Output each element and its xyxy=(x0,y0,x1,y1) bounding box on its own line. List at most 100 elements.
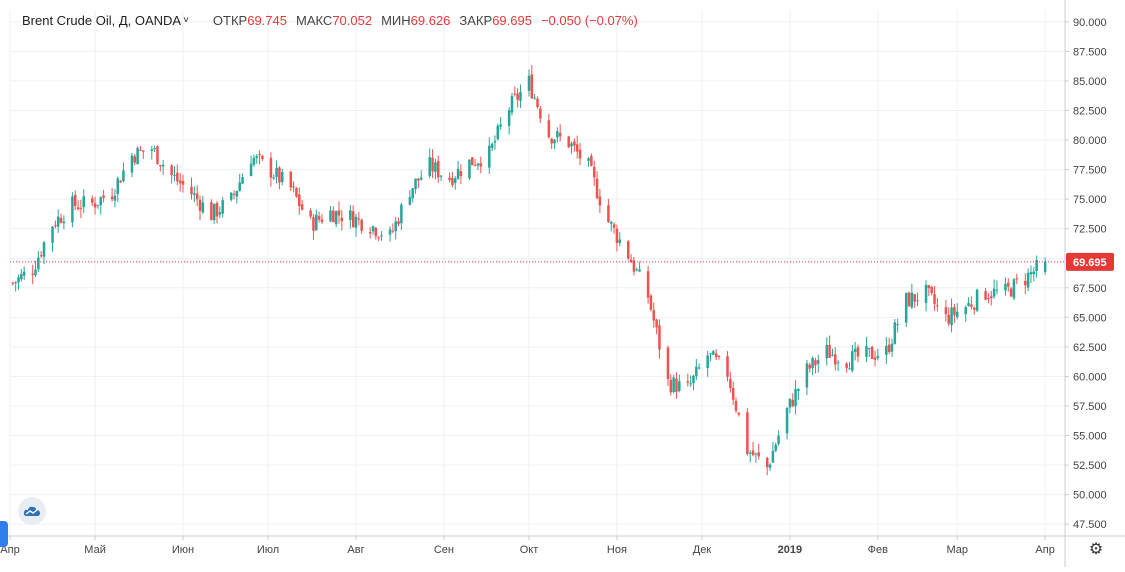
candle-body xyxy=(649,295,653,310)
candle-body xyxy=(139,149,142,151)
candle-body xyxy=(507,110,511,126)
candle-body xyxy=(1024,280,1027,286)
candle-body xyxy=(729,379,732,389)
chevron-down-icon[interactable]: ˅ xyxy=(183,15,189,26)
candle-body xyxy=(195,193,199,200)
side-panel-toggle[interactable] xyxy=(0,521,8,547)
open-label: ОТКР xyxy=(212,13,248,28)
candle-body xyxy=(116,178,120,195)
candle-body xyxy=(298,194,301,206)
candle-body xyxy=(853,348,857,352)
candle-body xyxy=(269,157,273,178)
candle-body xyxy=(212,203,216,221)
candle-body xyxy=(317,216,321,220)
candle-body xyxy=(178,180,182,184)
x-tick-label: Апр xyxy=(1035,544,1054,556)
candle-body xyxy=(870,346,874,359)
candle-body xyxy=(451,177,454,186)
y-tick-label: 67.500 xyxy=(1073,283,1107,295)
candle-body xyxy=(836,362,840,364)
candle-body xyxy=(587,158,590,161)
candle-body xyxy=(249,163,253,177)
change-value: −0.050 (−0.07%) xyxy=(540,13,638,28)
candle-body xyxy=(62,221,66,224)
y-tick-label: 72.500 xyxy=(1073,224,1107,236)
candle-body xyxy=(221,200,224,214)
candle-body xyxy=(527,75,531,91)
y-tick-label: 50.000 xyxy=(1073,490,1107,502)
candle-body xyxy=(811,357,814,369)
candle-body xyxy=(190,186,193,195)
candle-body xyxy=(351,211,355,228)
cloud-logo-icon[interactable] xyxy=(18,497,46,525)
candle-body xyxy=(646,271,650,298)
y-tick-label: 77.500 xyxy=(1073,165,1107,177)
candle-body xyxy=(388,229,392,235)
candle-body xyxy=(714,353,718,358)
candle-body xyxy=(598,196,602,206)
candle-body xyxy=(329,210,332,222)
candle-body xyxy=(119,180,122,183)
candle-body xyxy=(876,355,880,359)
candle-body xyxy=(970,304,973,307)
candle-body xyxy=(686,381,690,383)
candle-body xyxy=(575,144,579,152)
candle-body xyxy=(975,289,979,311)
candle-body xyxy=(241,177,244,184)
x-tick-label: Май xyxy=(84,544,106,556)
candle-body xyxy=(697,367,701,369)
candle-body xyxy=(360,219,363,231)
candle-body xyxy=(590,155,593,166)
candle-body xyxy=(215,203,219,217)
candle-body xyxy=(907,292,911,307)
candle-body xyxy=(198,199,202,211)
candle-body xyxy=(817,360,820,364)
candle-body xyxy=(1007,282,1010,287)
candle-body xyxy=(675,378,678,393)
x-tick-label: Июл xyxy=(257,544,279,556)
candle-body xyxy=(695,366,698,377)
candle-body xyxy=(320,219,324,223)
candle-body xyxy=(312,217,315,231)
candle-body xyxy=(397,221,400,225)
symbol-title[interactable]: Brent Crude Oil, Д, OANDA xyxy=(22,13,182,28)
candle-body xyxy=(550,138,553,144)
x-tick-label: 2019 xyxy=(778,544,802,556)
candle-body xyxy=(706,355,709,368)
gear-icon[interactable]: ⚙ xyxy=(1088,541,1104,558)
candle-body xyxy=(210,202,213,221)
candle-body xyxy=(368,231,372,234)
candle-body xyxy=(953,307,956,316)
candle-body xyxy=(1032,271,1036,275)
candle-body xyxy=(873,357,877,360)
candle-body xyxy=(153,148,156,150)
candle-body xyxy=(377,237,380,239)
candle-body xyxy=(737,412,741,415)
y-tick-label: 80.000 xyxy=(1073,135,1107,147)
candle-body xyxy=(709,353,712,355)
candle-body xyxy=(726,356,729,377)
candle-body xyxy=(400,204,403,224)
candle-body xyxy=(340,217,344,222)
candle-body xyxy=(332,210,335,223)
candle-body xyxy=(652,310,656,321)
candle-body xyxy=(536,98,539,108)
x-tick-label: Июн xyxy=(172,544,194,556)
candle-body xyxy=(1043,261,1047,272)
candle-body xyxy=(193,193,196,195)
candle-body xyxy=(408,197,412,205)
candle-body xyxy=(814,360,817,366)
candle-body xyxy=(11,282,15,284)
candle-body xyxy=(261,155,264,159)
x-tick-label: Окт xyxy=(520,544,539,556)
candle-body xyxy=(456,168,460,179)
candle-body xyxy=(1035,260,1038,271)
candle-body xyxy=(848,368,851,370)
candle-body xyxy=(17,277,20,283)
candle-body xyxy=(768,464,772,468)
candle-body xyxy=(354,216,358,228)
candle-body xyxy=(454,178,457,183)
candle-body xyxy=(513,93,517,95)
